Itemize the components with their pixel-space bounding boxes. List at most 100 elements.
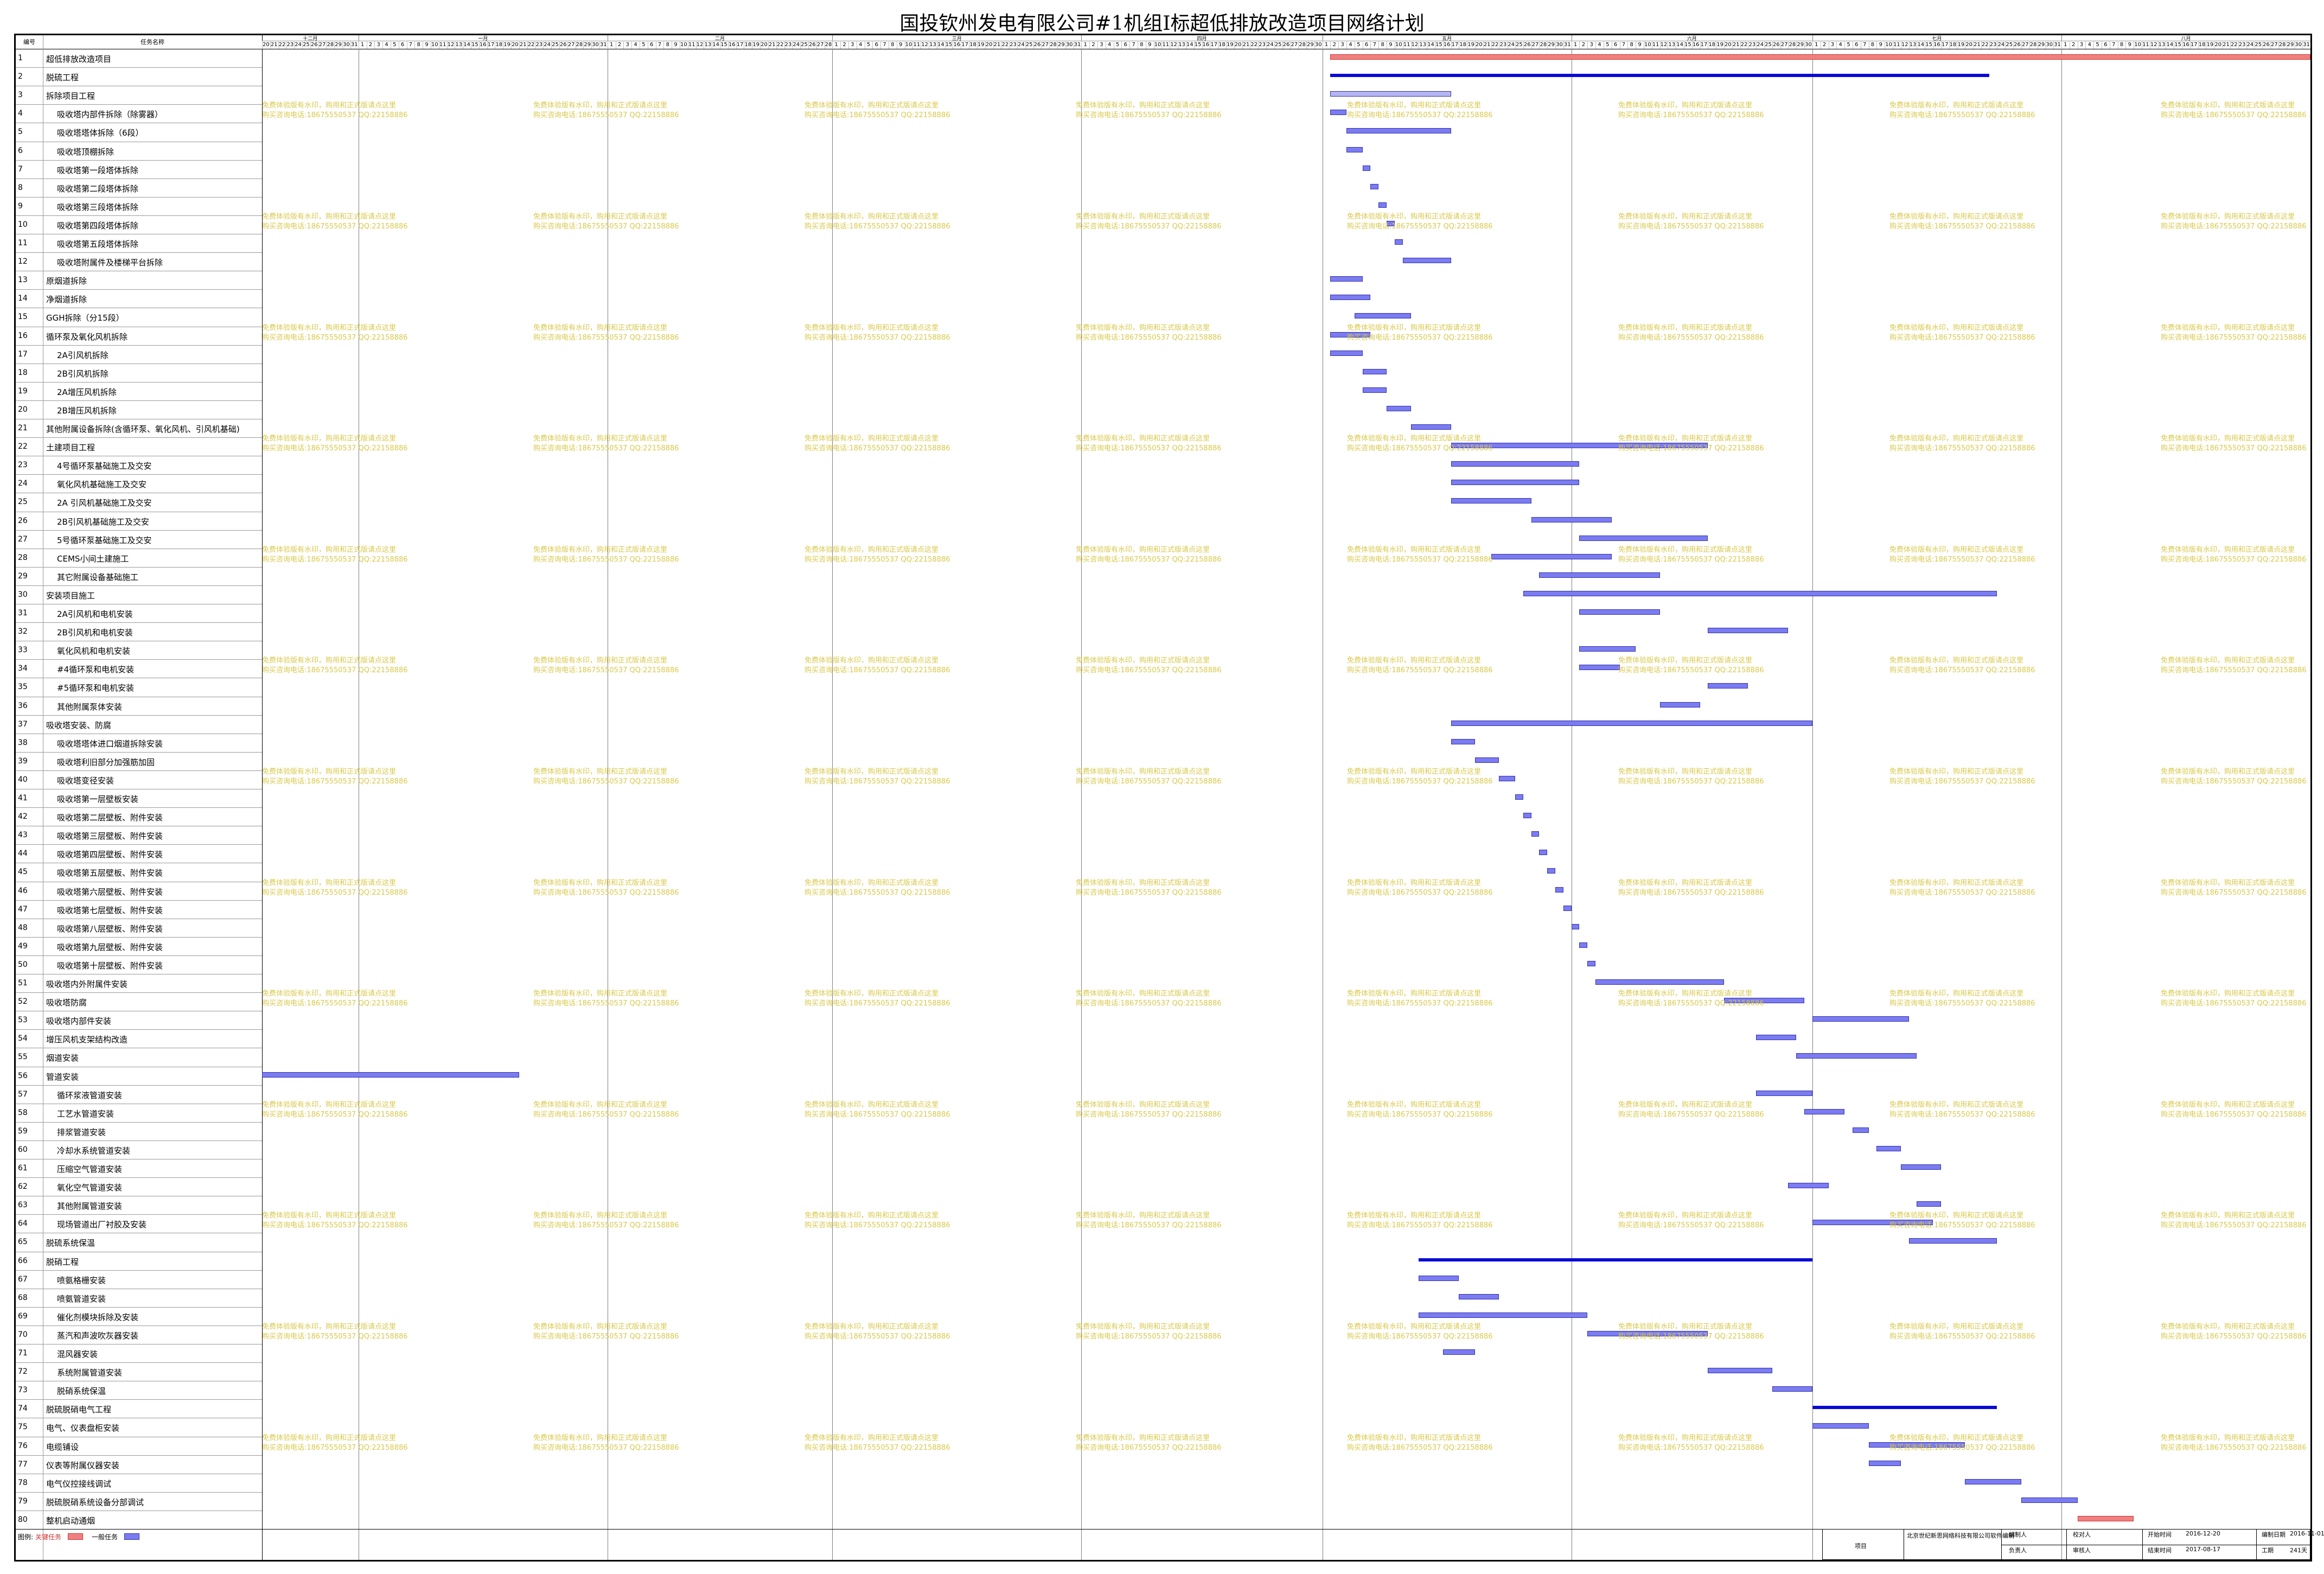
legend-label: 图例: bbox=[18, 1533, 34, 1541]
day-tick bbox=[2061, 41, 2062, 49]
day-label: 9 bbox=[674, 42, 678, 48]
day-label: 25 bbox=[2255, 42, 2262, 48]
day-tick bbox=[2189, 41, 2191, 49]
task-name: 增压风机支架结构改造 bbox=[46, 1035, 128, 1045]
task-name: GGH拆除（分15段） bbox=[46, 313, 124, 323]
day-label: 16 bbox=[1443, 42, 1451, 48]
row-number: 49 bbox=[18, 941, 28, 951]
watermark-line: 免费体验版有水印，购用和正式版请点这里 bbox=[2161, 990, 2295, 998]
watermark-text: 免费体验版有水印，购用和正式版请点这里 购买咨询电话:18675550537 QQ… bbox=[805, 1322, 950, 1342]
day-tick bbox=[2013, 41, 2014, 49]
task-name: 超低排放改造项目 bbox=[46, 54, 112, 64]
day-tick bbox=[1234, 41, 1235, 49]
watermark-text: 免费体验版有水印，购用和正式版请点这里 购买咨询电话:18675550537 QQ… bbox=[1889, 323, 2035, 343]
watermark-line: 免费体验版有水印，购用和正式版请点这里 bbox=[805, 1433, 939, 1442]
gantt-bar bbox=[1587, 960, 1596, 966]
watermark-line: 购买咨询电话:18675550537 QQ:22158886 bbox=[1618, 1332, 1764, 1341]
gantt-bar bbox=[1900, 1164, 1941, 1170]
row-divider bbox=[16, 1085, 262, 1086]
day-tick bbox=[2125, 41, 2127, 49]
info-date-value: 2016-11-01 bbox=[2290, 1530, 2324, 1537]
watermark-line: 购买咨询电话:18675550537 QQ:22158886 bbox=[2161, 1221, 2307, 1230]
watermark-line: 免费体验版有水印，购用和正式版请点这里 bbox=[2161, 878, 2295, 887]
day-label: 1 bbox=[1324, 42, 1329, 48]
row-divider bbox=[16, 381, 262, 383]
day-label: 20 bbox=[1725, 42, 1732, 48]
row-number: 27 bbox=[18, 534, 28, 544]
watermark-line: 购买咨询电话:18675550537 QQ:22158886 bbox=[1076, 333, 1222, 342]
watermark-line: 免费体验版有水印，购用和正式版请点这里 bbox=[1347, 878, 1482, 887]
day-label: 27 bbox=[1042, 42, 1049, 48]
legend-critical-swatch bbox=[68, 1533, 83, 1540]
day-tick bbox=[1370, 41, 1371, 49]
watermark-line: 购买咨询电话:18675550537 QQ:22158886 bbox=[262, 222, 408, 231]
day-tick bbox=[2198, 41, 2199, 49]
day-label: 17 bbox=[961, 42, 969, 48]
day-label: 6 bbox=[649, 42, 654, 48]
row-number: 43 bbox=[18, 831, 28, 840]
day-label: 2 bbox=[617, 42, 622, 48]
day-label: 8 bbox=[666, 42, 669, 48]
gantt-bar bbox=[1354, 313, 1411, 319]
task-name: 吸收塔第十层壁板、附件安装 bbox=[57, 960, 163, 971]
watermark-text: 免费体验版有水印，购用和正式版请点这里 购买咨询电话:18675550537 QQ… bbox=[533, 1100, 679, 1120]
task-name: 电缆铺设 bbox=[46, 1442, 79, 1452]
watermark-line: 购买咨询电话:18675550537 QQ:22158886 bbox=[533, 888, 679, 897]
day-tick bbox=[1161, 41, 1163, 49]
day-label: 5 bbox=[2096, 42, 2099, 48]
day-label: 7 bbox=[1372, 42, 1377, 48]
row-divider bbox=[16, 252, 262, 253]
watermark-text: 免费体验版有水印，购用和正式版请点这里 购买咨询电话:18675550537 QQ… bbox=[262, 323, 408, 343]
day-label: 11 bbox=[1893, 42, 1900, 48]
watermark-line: 免费体验版有水印，购用和正式版请点这里 bbox=[1889, 1433, 2024, 1442]
watermark-text: 免费体验版有水印，购用和正式版请点这里 购买咨询电话:18675550537 QQ… bbox=[262, 212, 408, 232]
watermark-line: 免费体验版有水印，购用和正式版请点这里 bbox=[1889, 101, 2024, 110]
day-tick bbox=[1908, 41, 1910, 49]
gantt-bar bbox=[1772, 1386, 1812, 1392]
watermark-text: 免费体验版有水印，购用和正式版请点这里 购买咨询电话:18675550537 QQ… bbox=[262, 656, 408, 676]
day-label: 4 bbox=[1349, 42, 1352, 48]
watermark-text: 免费体验版有水印，购用和正式版请点这里 购买咨询电话:18675550537 QQ… bbox=[1618, 1211, 1764, 1231]
day-label: 2 bbox=[1581, 42, 1586, 48]
day-tick bbox=[551, 41, 552, 49]
watermark-line: 购买咨询电话:18675550537 QQ:22158886 bbox=[1347, 999, 1493, 1008]
day-label: 31 bbox=[1563, 42, 1571, 48]
watermark-text: 免费体验版有水印，购用和正式版请点这里 购买咨询电话:18675550537 QQ… bbox=[2161, 212, 2307, 232]
day-label: 11 bbox=[1162, 42, 1170, 48]
day-tick bbox=[1121, 41, 1122, 49]
watermark-line: 免费体验版有水印，购用和正式版请点这里 bbox=[1076, 1212, 1210, 1220]
watermark-line: 免费体验版有水印，购用和正式版请点这里 bbox=[1076, 323, 1210, 332]
day-label: 10 bbox=[431, 42, 438, 48]
row-number: 16 bbox=[18, 331, 28, 340]
task-name: 2B增压风机拆除 bbox=[57, 405, 117, 416]
watermark-line: 免费体验版有水印，购用和正式版请点这里 bbox=[2161, 1433, 2295, 1442]
gantt-bar bbox=[1451, 738, 1475, 744]
day-label: 28 bbox=[1789, 42, 1796, 48]
day-tick bbox=[1659, 41, 1661, 49]
watermark-line: 购买咨询电话:18675550537 QQ:22158886 bbox=[1347, 1110, 1493, 1119]
day-tick bbox=[1579, 41, 1580, 49]
day-label: 15 bbox=[1925, 42, 1932, 48]
day-label: 14 bbox=[463, 42, 470, 48]
task-name: 喷氨格栅安装 bbox=[57, 1275, 106, 1285]
day-label: 18 bbox=[2198, 42, 2206, 48]
day-label: 26 bbox=[310, 42, 318, 48]
gantt-bar bbox=[1523, 590, 1997, 596]
gantt-bar bbox=[1804, 1108, 1845, 1114]
watermark-line: 免费体验版有水印，购用和正式版请点这里 bbox=[533, 545, 668, 554]
day-label: 25 bbox=[1516, 42, 1523, 48]
gantt-bar bbox=[1394, 239, 1403, 245]
watermark-line: 购买咨询电话:18675550537 QQ:22158886 bbox=[2161, 222, 2307, 231]
month-label: 二月 bbox=[715, 36, 725, 42]
day-label: 1 bbox=[360, 42, 365, 48]
row-number: 52 bbox=[18, 997, 28, 1006]
watermark-line: 免费体验版有水印，购用和正式版请点这里 bbox=[1076, 767, 1210, 776]
row-divider bbox=[16, 474, 262, 475]
day-label: 24 bbox=[1267, 42, 1274, 48]
row-divider bbox=[16, 715, 262, 716]
task-name: 吸收塔第四段塔体拆除 bbox=[57, 220, 139, 231]
watermark-text: 免费体验版有水印，购用和正式版请点这里 购买咨询电话:18675550537 QQ… bbox=[805, 434, 950, 454]
watermark-text: 免费体验版有水印，购用和正式版请点这里 购买咨询电话:18675550537 QQ… bbox=[805, 656, 950, 676]
day-label: 23 bbox=[1499, 42, 1507, 48]
day-label: 24 bbox=[544, 42, 551, 48]
